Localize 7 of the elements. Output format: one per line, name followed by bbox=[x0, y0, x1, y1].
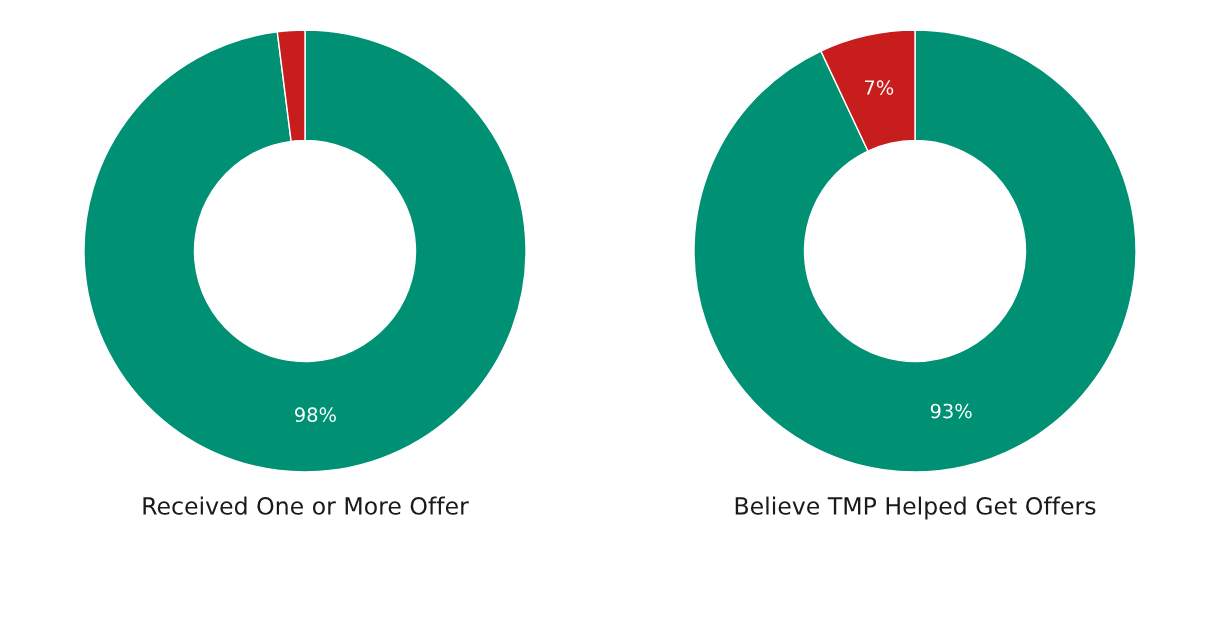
data-label: 93% bbox=[930, 403, 972, 419]
donut-slice bbox=[83, 29, 527, 473]
data-label: 98% bbox=[295, 407, 336, 423]
donut-slice bbox=[693, 29, 1137, 473]
data-label: 7% bbox=[865, 80, 894, 95]
text: Received One or More Offer bbox=[143, 496, 469, 515]
text: Believe TMP Helped Get Offers bbox=[735, 496, 1096, 520]
